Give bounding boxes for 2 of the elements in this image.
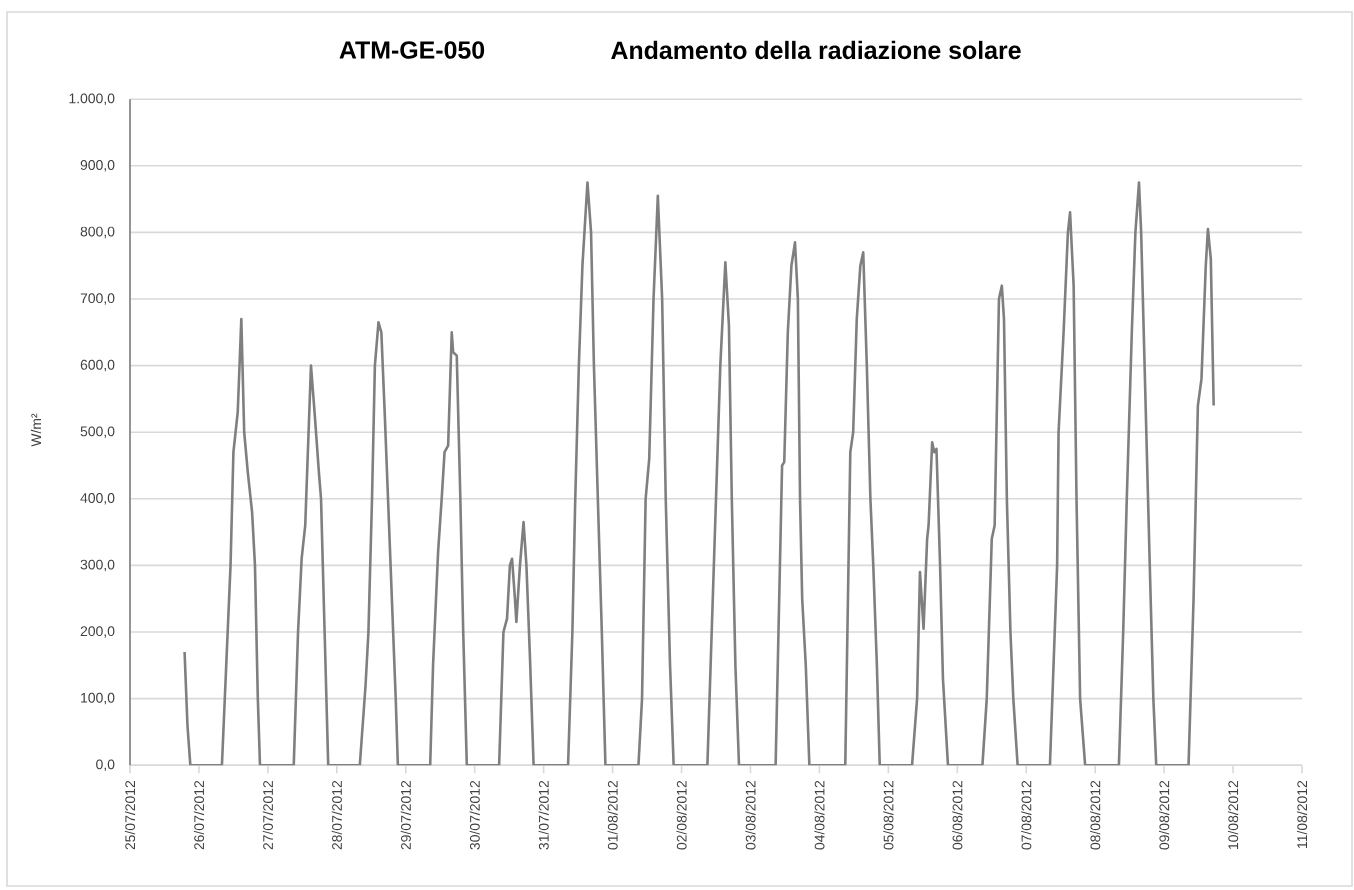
chart-title: ATM-GE-050 xyxy=(339,41,485,59)
chart-subtitle: Andamento della radiazione solare xyxy=(611,40,1021,60)
